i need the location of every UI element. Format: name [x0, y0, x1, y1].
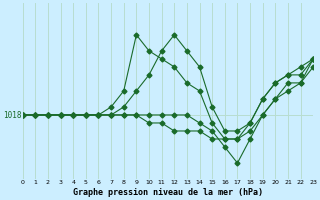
- X-axis label: Graphe pression niveau de la mer (hPa): Graphe pression niveau de la mer (hPa): [73, 188, 263, 197]
